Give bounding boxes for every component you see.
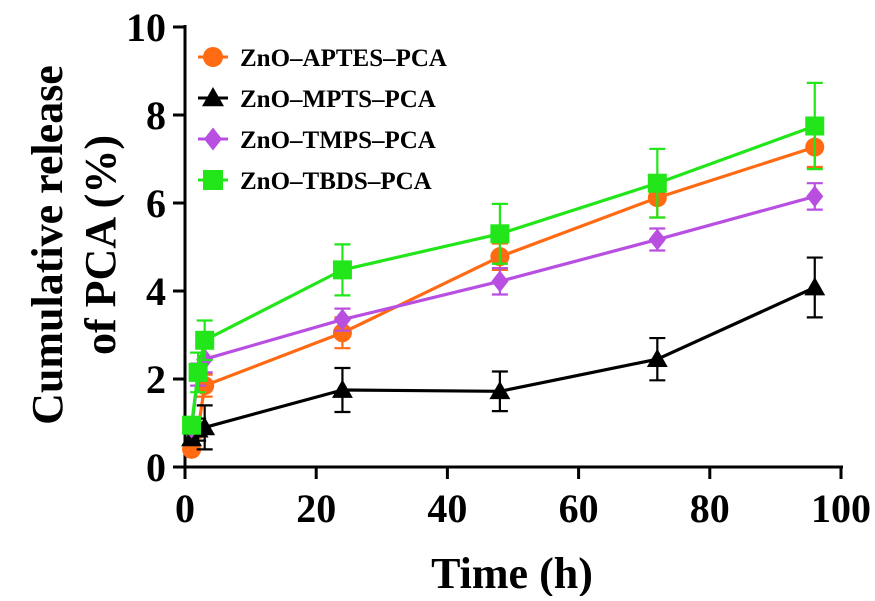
x-tick-label: 60 [559,486,599,531]
legend: ZnO–APTES–PCA ZnO–MPTS–PCA ZnO–TMPS–PCA ZnO… [198,45,447,195]
y-tick-label: 6 [146,181,166,226]
x-tick-label: 100 [811,486,871,531]
y-tick-label: 2 [146,357,166,402]
y-axis-title-line-2: of PCA (%) [76,135,125,355]
y-axis-title-line-1: Cumulative release [23,65,72,425]
legend-marker [202,87,224,107]
data-point [332,260,352,280]
series-line [190,286,816,440]
data-point [804,277,826,296]
y-tick-label: 4 [146,269,166,314]
legend-marker [204,127,222,151]
data-point [491,270,509,293]
legend-label: ZnO–TMPS–PCA [240,127,436,154]
x-tick-label: 0 [175,486,195,531]
x-tick-label: 40 [427,486,467,531]
data-point [647,173,667,193]
data-point [806,185,824,208]
x-tick-label: 20 [296,486,336,531]
legend-label: ZnO–TBDS–PCA [240,168,432,195]
data-point [188,362,208,382]
legend-label: ZnO–MPTS–PCA [240,86,436,113]
data-point [648,228,666,251]
series-layer [181,81,826,459]
legend-marker [203,170,223,190]
data-point [332,323,352,343]
x-axis-title: Time (h) [431,549,593,596]
legend-marker [203,47,223,67]
data-point [490,224,510,244]
series-4 [182,81,825,435]
y-tick-label: 8 [146,93,166,138]
series-3 [183,182,824,439]
y-tick-label: 0 [146,445,166,490]
data-point [805,116,825,136]
x-tick-label: 80 [690,486,730,531]
legend-label: ZnO–APTES–PCA [240,45,447,72]
data-point [333,308,351,331]
data-point [195,330,215,350]
data-point [646,348,668,368]
y-tick-label: 10 [126,5,166,50]
data-point [182,415,202,435]
data-point [331,379,353,398]
data-point [489,380,511,400]
